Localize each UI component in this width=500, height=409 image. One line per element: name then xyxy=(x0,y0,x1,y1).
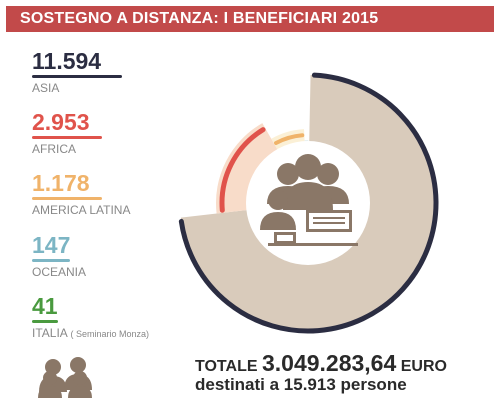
legend-value-asia: 11.594 xyxy=(32,48,102,74)
legend-label-italia: ITALIA ( Seminario Monza) xyxy=(32,326,149,340)
legend-item-america-latina: 1.178 AMERICA LATINA xyxy=(32,170,130,217)
donut-arc-africa xyxy=(219,127,266,213)
donut-chart xyxy=(178,72,439,334)
total-prefix: TOTALE xyxy=(195,358,258,375)
legend-value-africa: 2.953 xyxy=(32,109,90,135)
total-currency: EURO xyxy=(400,358,447,375)
legend-item-africa: 2.953 AFRICA xyxy=(32,109,102,156)
total-line: TOTALE 3.049.283,64 EURO xyxy=(195,350,447,377)
total-amount: 3.049.283,64 xyxy=(261,350,397,376)
legend-value-oceania: 147 xyxy=(32,232,71,258)
legend-item-italia: 41 ITALIA ( Seminario Monza) xyxy=(32,293,149,340)
legend-underline-asia xyxy=(32,75,122,78)
people-icon xyxy=(38,357,92,398)
legend-label-africa: AFRICA xyxy=(32,142,77,156)
legend-value-america-latina: 1.178 xyxy=(32,170,90,196)
legend-label-italia-text: ITALIA xyxy=(32,326,68,340)
legend-underline-oceania xyxy=(32,259,70,262)
page-title: SOSTEGNO A DISTANZA: I BENEFICIARI 2015 xyxy=(20,10,379,27)
legend-label-oceania: OCEANIA xyxy=(32,265,87,279)
legend-underline-italia xyxy=(32,320,58,323)
legend-underline-america-latina xyxy=(32,197,102,200)
title-bar: SOSTEGNO A DISTANZA: I BENEFICIARI 2015 xyxy=(6,6,494,32)
legend-item-oceania: 147 OCEANIA xyxy=(32,232,86,279)
legend-item-asia: 11.594 ASIA xyxy=(32,48,122,95)
people-center-icon xyxy=(260,154,358,246)
total-subtitle: destinati a 15.913 persone xyxy=(195,375,407,394)
donut-arc-america-latina xyxy=(274,133,305,145)
legend-underline-africa xyxy=(32,136,102,139)
donut-arc-asia xyxy=(178,72,439,334)
legend-note-italia: ( Seminario Monza) xyxy=(70,329,150,339)
legend-label-asia: ASIA xyxy=(32,81,60,95)
legend-value-italia: 41 xyxy=(32,293,58,319)
legend-label-america-latina: AMERICA LATINA xyxy=(32,203,131,217)
